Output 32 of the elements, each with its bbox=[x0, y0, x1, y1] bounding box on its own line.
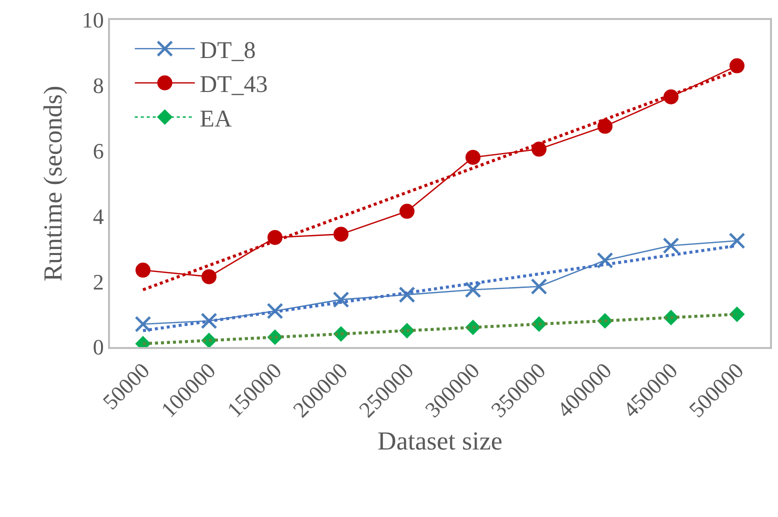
point bbox=[730, 58, 744, 74]
point bbox=[400, 204, 414, 219]
y-tick-label: 0 bbox=[92, 334, 104, 360]
y-tick-label: 2 bbox=[92, 269, 104, 294]
point bbox=[136, 262, 150, 278]
point bbox=[268, 230, 282, 245]
point bbox=[530, 278, 548, 295]
point bbox=[728, 232, 746, 249]
y-tick-label: 4 bbox=[92, 204, 104, 229]
point bbox=[664, 89, 678, 104]
y-tick-label: 8 bbox=[92, 73, 104, 98]
point bbox=[598, 118, 612, 134]
legend-label: DT_8 bbox=[200, 38, 256, 64]
point bbox=[134, 316, 152, 332]
y-axis-title: Runtime (seconds) bbox=[38, 86, 68, 282]
point bbox=[398, 286, 416, 303]
x-axis-title: Dataset size bbox=[378, 426, 502, 456]
point bbox=[662, 237, 680, 254]
point bbox=[332, 291, 350, 308]
point bbox=[202, 269, 216, 284]
point bbox=[464, 282, 482, 298]
y-tick-label: 6 bbox=[92, 138, 104, 164]
legend-label: DT_43 bbox=[200, 72, 268, 98]
point bbox=[266, 302, 284, 320]
point bbox=[334, 226, 348, 242]
point bbox=[466, 150, 480, 165]
point bbox=[729, 306, 745, 322]
point bbox=[596, 252, 614, 269]
point bbox=[200, 312, 218, 330]
legend-label: EA bbox=[200, 106, 232, 132]
point bbox=[532, 142, 546, 157]
y-tick-label: 10 bbox=[82, 8, 104, 33]
